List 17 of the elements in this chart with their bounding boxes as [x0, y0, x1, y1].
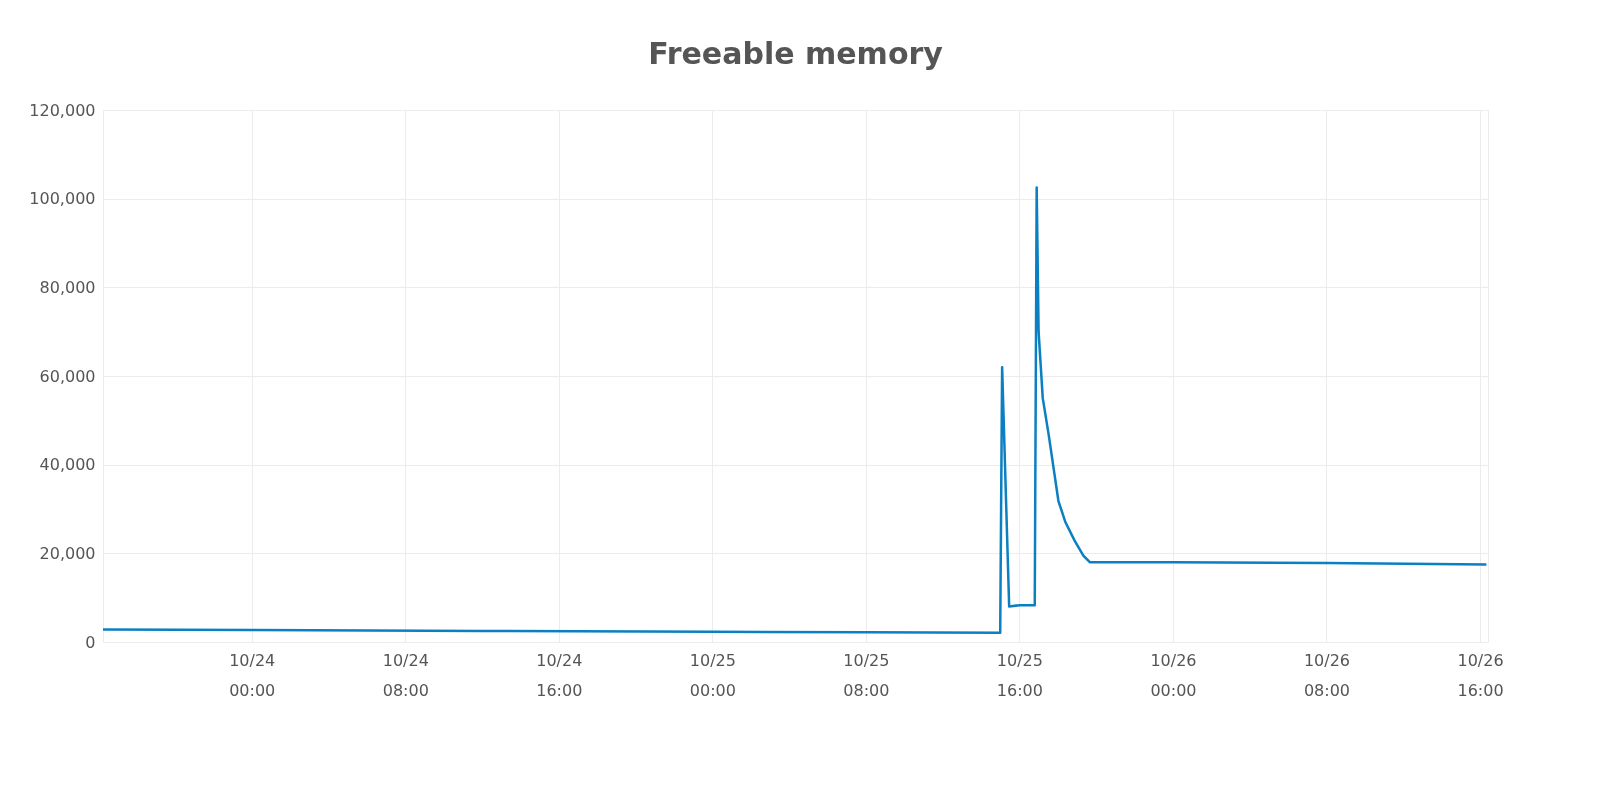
chart-title: Freeable memory — [648, 36, 944, 71]
y-tick-label: 0 — [85, 632, 96, 652]
x-tick-label: 10/25 16:00 — [996, 650, 1043, 700]
y-tick-label: 120,000 — [29, 100, 96, 120]
y-tick-label: 20,000 — [39, 543, 96, 563]
x-tick-label: 10/26 16:00 — [1457, 650, 1504, 700]
x-tick-label: 10/24 16:00 — [536, 650, 583, 700]
y-tick-label: 100,000 — [29, 189, 96, 209]
y-tick-label: 80,000 — [39, 277, 96, 297]
x-tick-label: 10/26 08:00 — [1303, 650, 1351, 700]
y-tick-label: 40,000 — [39, 455, 96, 475]
x-tick-label: 10/24 00:00 — [229, 650, 276, 700]
x-tick-label: 10/26 00:00 — [1150, 650, 1197, 700]
x-tick-label: 10/25 00:00 — [689, 650, 736, 700]
x-tick-label: 10/24 08:00 — [382, 650, 429, 700]
y-tick-label: 60,000 — [39, 366, 96, 386]
x-tick-label: 10/25 08:00 — [843, 650, 890, 700]
